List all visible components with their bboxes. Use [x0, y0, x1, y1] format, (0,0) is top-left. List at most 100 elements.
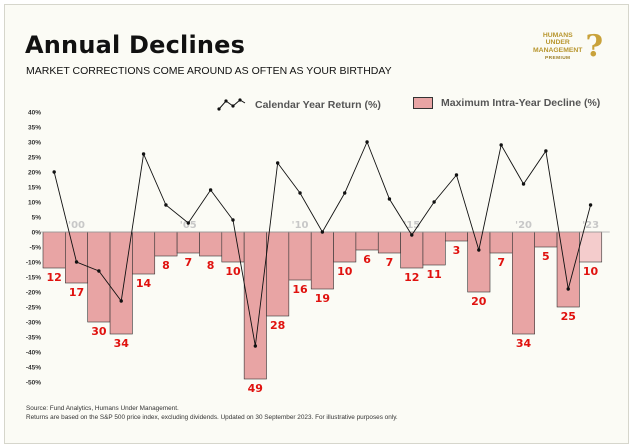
- return-point: [499, 143, 503, 147]
- return-point: [432, 200, 436, 204]
- chart-title: Annual Declines: [25, 31, 246, 59]
- declines-chart: 40% 35% 30% 25% 20% 15% 10% 5% 0% -5% -10% -15% -20%…: [26, 109, 610, 395]
- y-tick-label: 30%: [28, 139, 41, 146]
- y-tick-label: 5%: [32, 214, 42, 221]
- decline-label: 5: [542, 250, 550, 263]
- footer-source: Source: Fund Analytics, Humans Under Man…: [26, 405, 179, 412]
- return-point: [320, 230, 325, 234]
- return-point: [208, 188, 213, 192]
- logo-line: MANAGEMENT: [533, 47, 583, 54]
- y-tick-label: -20%: [26, 289, 41, 296]
- decline-bar: [489, 231, 513, 254]
- decline-bar: [534, 231, 558, 248]
- logo-tag: PREMIUM: [545, 55, 571, 61]
- decline-bar: [266, 231, 290, 317]
- decline-bar: [377, 231, 401, 254]
- decline-bar: [221, 231, 245, 263]
- decline-label: 49: [248, 382, 263, 395]
- decline-bar: [444, 231, 468, 242]
- decline-label: 11: [426, 268, 441, 281]
- return-point: [74, 260, 79, 264]
- return-point: [275, 161, 280, 165]
- x-tick-label: '10: [292, 220, 309, 231]
- y-tick-label: -10%: [26, 259, 41, 266]
- decline-bar: [288, 231, 312, 281]
- decline-label: 28: [270, 319, 285, 332]
- decline-label: 17: [69, 286, 84, 299]
- return-point: [141, 152, 146, 156]
- decline-label: 30: [91, 325, 107, 338]
- logo-line: UNDER: [545, 39, 570, 47]
- chart-footer: Source: Fund Analytics, Humans Under Man…: [26, 405, 398, 422]
- decline-bar: [422, 231, 446, 266]
- decline-label: 34: [114, 337, 130, 350]
- legend-item-decline: Maximum Intra-Year Decline (%): [413, 97, 600, 109]
- decline-bar: [87, 231, 111, 323]
- return-point: [97, 269, 101, 273]
- x-tick-label: '05: [180, 220, 197, 231]
- return-point: [231, 218, 235, 222]
- decline-bar: [42, 231, 66, 269]
- decline-label: 14: [136, 277, 152, 290]
- y-tick-label: -45%: [26, 364, 41, 371]
- y-tick-label: -40%: [26, 349, 41, 356]
- return-line: [52, 140, 593, 348]
- y-tick-label: 15%: [28, 184, 41, 191]
- decline-bar: [400, 231, 424, 269]
- decline-label: 3: [453, 244, 461, 257]
- return-point: [410, 233, 414, 237]
- decline-bar: [310, 231, 334, 290]
- decline-label: 12: [404, 271, 419, 284]
- return-point: [365, 140, 369, 144]
- question-mark-icon: ?: [585, 29, 604, 64]
- decline-bar: [65, 231, 88, 284]
- decline-bar: [176, 231, 200, 254]
- return-point: [52, 170, 56, 174]
- y-tick-label: 40%: [28, 109, 41, 116]
- return-point: [253, 344, 258, 348]
- logo-line: HUMANS: [542, 31, 573, 39]
- chart-legend: Calendar Year Return (%) Maximum Intra-Y…: [217, 97, 617, 119]
- y-tick-label: 20%: [28, 169, 41, 176]
- decline-labels: 12 17 30 34 14 8 7 8 10 49 28 16 19 10 6 7 12 11 3 20 7 34 5 25…: [47, 244, 599, 395]
- decline-label: 10: [583, 265, 599, 278]
- decline-label: 7: [386, 256, 394, 269]
- y-tick-label: -5%: [29, 244, 41, 251]
- y-tick-label: -15%: [26, 274, 41, 281]
- x-tick-label: '00: [68, 220, 85, 231]
- return-point: [298, 191, 302, 195]
- decline-label: 19: [315, 292, 330, 305]
- return-point: [343, 191, 347, 195]
- legend-item-return: Calendar Year Return (%): [217, 97, 381, 113]
- return-point: [566, 287, 570, 291]
- decline-label: 25: [561, 310, 576, 323]
- line-legend-icon: [217, 98, 246, 111]
- return-point: [119, 299, 123, 303]
- decline-bar: [154, 231, 178, 257]
- decline-label: 20: [471, 295, 487, 308]
- return-point: [186, 221, 190, 225]
- return-point: [588, 203, 593, 207]
- x-tick-label: '15: [403, 220, 420, 231]
- decline-label: 34: [516, 337, 532, 350]
- decline-bar: [333, 231, 357, 263]
- return-point: [164, 203, 168, 207]
- decline-bar: [132, 231, 156, 275]
- y-tick-label: 35%: [28, 124, 41, 131]
- footer-note: Returns are based on the S&P 500 price i…: [26, 413, 398, 421]
- bar-legend-swatch: [413, 97, 433, 109]
- decline-bar: [579, 231, 603, 263]
- return-point: [521, 182, 526, 186]
- legend-label-decline: Maximum Intra-Year Decline (%): [441, 97, 601, 109]
- decline-label: 6: [363, 253, 371, 266]
- return-point: [477, 248, 481, 252]
- x-tick-label: '20: [515, 220, 532, 231]
- y-tick-label: -50%: [26, 379, 41, 386]
- y-tick-label: 10%: [28, 199, 41, 206]
- return-point: [454, 173, 459, 177]
- decline-bar: [355, 231, 379, 251]
- chart-card: Annual Declines MARKET CORRECTIONS COME …: [4, 4, 629, 444]
- return-point: [387, 197, 392, 201]
- y-axis: 40% 35% 30% 25% 20% 15% 10% 5% 0% -5% -10% -15% -20%…: [26, 109, 41, 386]
- legend-label-return: Calendar Year Return (%): [255, 99, 381, 111]
